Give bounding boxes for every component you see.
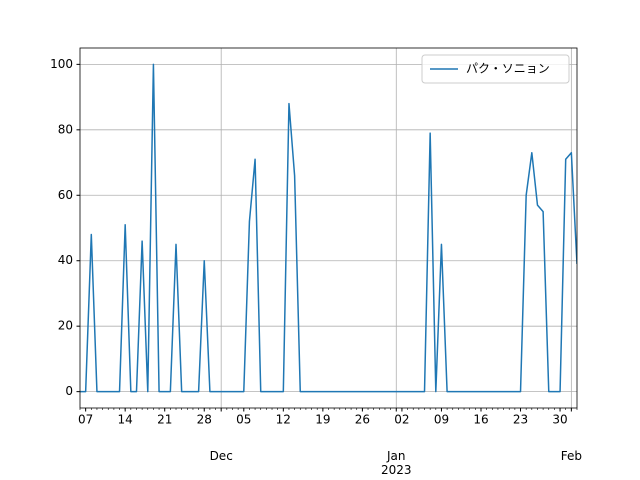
x-month-label: Dec <box>209 449 233 463</box>
x-tick-label: 14 <box>118 413 133 427</box>
data-line <box>80 63 577 393</box>
x-tick-label: 26 <box>355 413 370 427</box>
x-tick-label: 28 <box>197 413 212 427</box>
y-tick-label: 0 <box>65 384 73 398</box>
y-tick-label: 100 <box>50 57 73 71</box>
legend-label: パク・ソニョン <box>466 62 550 76</box>
plot-area <box>80 63 577 393</box>
x-tick-label: 05 <box>236 413 251 427</box>
x-tick-label: 16 <box>473 413 488 427</box>
legend-box <box>421 54 570 84</box>
x-tick-label: 19 <box>315 413 330 427</box>
axes-frame <box>79 47 578 409</box>
y-tick-label: 40 <box>58 253 73 267</box>
x-tick-label: 30 <box>552 413 567 427</box>
x-tick-label: 02 <box>394 413 409 427</box>
x-tick-label: 21 <box>157 413 172 427</box>
x-tick-label: 12 <box>276 413 291 427</box>
x-month-label: Jan 2023 <box>380 449 412 477</box>
x-tick-label: 23 <box>513 413 528 427</box>
y-tick-label: 20 <box>58 319 73 333</box>
x-tick-label: 09 <box>434 413 449 427</box>
x-month-label: Feb <box>560 449 582 463</box>
y-tick-label: 80 <box>58 122 73 136</box>
x-tick-label: 07 <box>78 413 93 427</box>
y-tick-label: 60 <box>58 188 73 202</box>
